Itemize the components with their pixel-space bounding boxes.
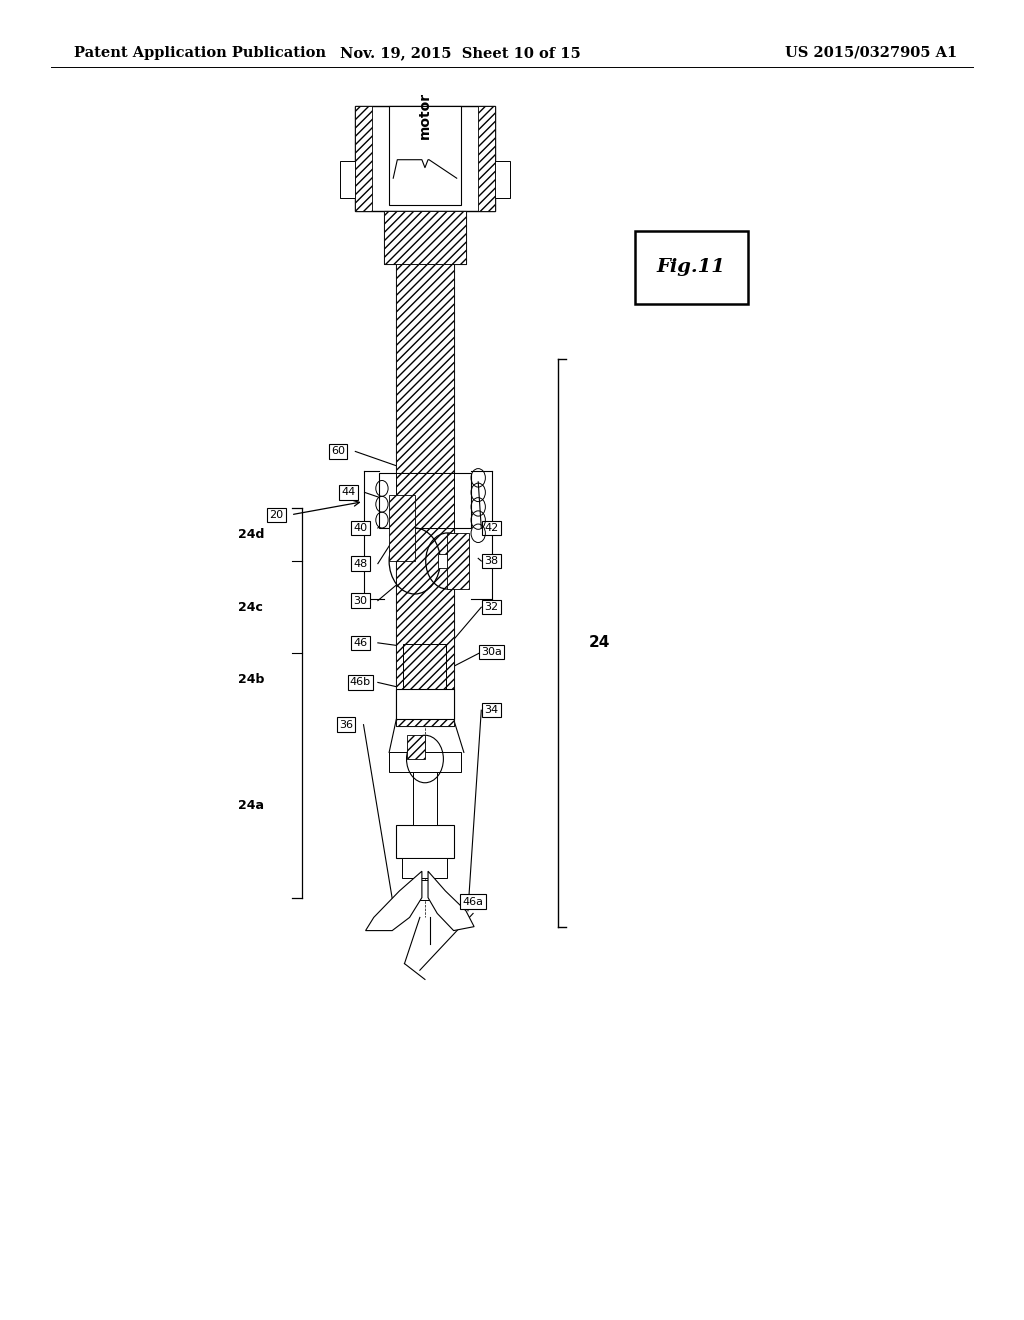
Text: 38: 38	[484, 556, 499, 566]
Text: 24d: 24d	[238, 528, 264, 541]
Bar	[396, 264, 454, 726]
Text: 24b: 24b	[238, 673, 264, 686]
Text: 46a: 46a	[463, 896, 483, 907]
Text: 42: 42	[484, 523, 499, 533]
Bar	[384, 211, 466, 264]
Bar	[389, 106, 461, 205]
Text: motor: motor	[418, 91, 432, 139]
Bar	[340, 161, 355, 198]
Text: Patent Application Publication: Patent Application Publication	[74, 46, 326, 59]
Text: 48: 48	[353, 558, 368, 569]
Text: US 2015/0327905 A1: US 2015/0327905 A1	[785, 46, 957, 59]
Text: 36: 36	[339, 719, 353, 730]
Text: 20: 20	[269, 510, 284, 520]
Polygon shape	[366, 871, 422, 931]
Text: 24c: 24c	[239, 601, 263, 614]
Text: 44: 44	[341, 487, 355, 498]
Bar	[379, 473, 471, 528]
Bar	[389, 495, 415, 561]
Text: 40: 40	[353, 523, 368, 533]
Bar	[396, 689, 454, 719]
Bar	[495, 161, 510, 198]
Bar	[407, 735, 425, 759]
Bar	[402, 858, 447, 878]
Polygon shape	[428, 871, 474, 931]
Bar	[389, 752, 461, 772]
Text: 32: 32	[484, 602, 499, 612]
Text: 24: 24	[589, 635, 610, 651]
Bar	[396, 473, 454, 528]
Bar	[396, 825, 454, 858]
Bar	[403, 644, 446, 692]
Bar	[410, 659, 440, 682]
Bar	[396, 473, 454, 528]
Bar	[447, 533, 469, 589]
Text: 60: 60	[331, 446, 345, 457]
Text: 30: 30	[353, 595, 368, 606]
Text: 46b: 46b	[350, 677, 371, 688]
Text: 24a: 24a	[238, 799, 264, 812]
Bar	[413, 772, 437, 825]
Text: 30a: 30a	[481, 647, 502, 657]
Bar	[438, 554, 455, 568]
Bar	[355, 106, 495, 211]
Bar	[478, 106, 495, 211]
Bar	[384, 211, 466, 264]
Text: 46: 46	[353, 638, 368, 648]
Text: 34: 34	[484, 705, 499, 715]
Bar	[396, 264, 454, 726]
Text: Nov. 19, 2015  Sheet 10 of 15: Nov. 19, 2015 Sheet 10 of 15	[340, 46, 582, 59]
Bar	[635, 231, 748, 304]
Bar	[355, 106, 372, 211]
Text: Fig.11: Fig.11	[656, 259, 726, 276]
Bar	[417, 880, 433, 900]
